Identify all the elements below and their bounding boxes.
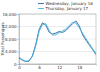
series-group: [19, 21, 96, 62]
x-tick-label: 6: [38, 65, 41, 70]
legend-swatch: [38, 3, 44, 4]
y-tick: 4,000: [5, 49, 19, 54]
y-tick-label: 16,000: [3, 12, 17, 17]
y-tick-label: 4,000: [5, 49, 17, 54]
y-tick-mark: [18, 52, 20, 53]
x-tick: 6: [38, 64, 41, 70]
y-tick-mark: [18, 14, 20, 15]
legend: Wednesday, January 16Thursday, January 1…: [38, 1, 93, 11]
x-tick: 18: [77, 64, 83, 70]
y-tick-label: 8,000: [5, 37, 17, 42]
chart: 04,0008,00012,00016,000061218Total Passe…: [0, 0, 100, 72]
x-tick-label: 0: [18, 65, 21, 70]
x-tick-label: 18: [77, 65, 83, 70]
x-tick: 0: [18, 64, 21, 70]
y-tick-mark: [18, 27, 20, 28]
grid-line: [19, 51, 96, 52]
legend-swatch: [38, 8, 44, 9]
legend-label: Thursday, January 17: [45, 6, 89, 11]
y-axis-title: Total Passengers: [0, 22, 5, 56]
grid: [19, 14, 96, 64]
grid-line: [19, 26, 96, 27]
x-axis: 0 6 12 18: [18, 64, 96, 70]
y-tick: 8,000: [5, 37, 19, 42]
x-tick: 12: [57, 64, 63, 70]
y-tick: 16,000: [3, 12, 20, 17]
x-tick-label: 12: [57, 65, 63, 70]
y-tick-mark: [18, 39, 20, 40]
series-line: [19, 21, 96, 62]
plot-frame: [19, 14, 96, 64]
series-line: [19, 22, 96, 61]
y-tick-label: 0: [14, 62, 17, 67]
